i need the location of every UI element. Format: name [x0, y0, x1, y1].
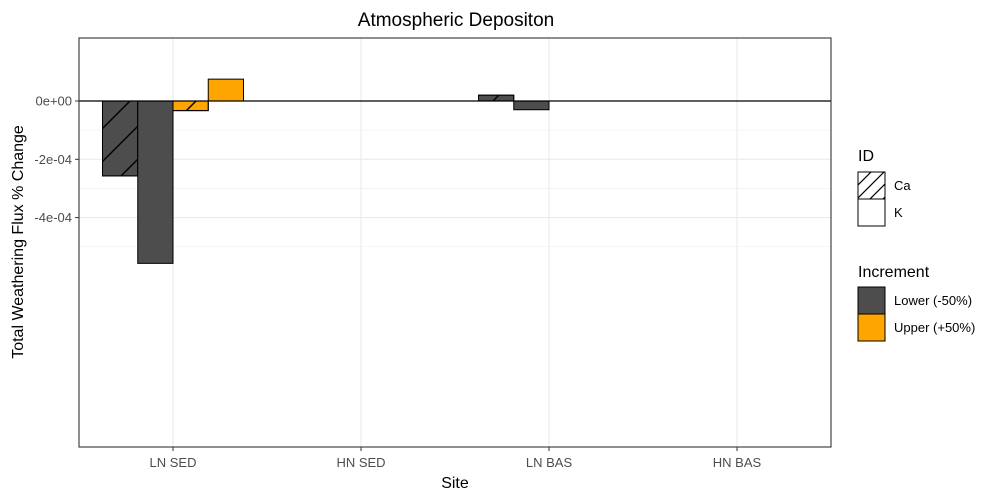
plot-border — [78, 37, 832, 448]
legend-swatch-lower — [857, 286, 886, 315]
x-tick-label: HN SED — [336, 455, 385, 470]
x-tick-label: HN BAS — [713, 455, 762, 470]
x-tick-label: LN BAS — [526, 455, 573, 470]
legend-id-title: ID — [858, 148, 874, 165]
bar-k-lower-ln-bas — [513, 100, 550, 111]
legend-label-upper: Upper (+50%) — [894, 320, 975, 335]
bar-k-upper-ln-sed — [207, 78, 244, 102]
bar-k-lower-ln-sed — [137, 100, 174, 264]
bar-ca-lower-ln-bas-hatch — [478, 94, 515, 102]
y-axis-ticks: 0e+00 -2e-04 -4e-04 — [34, 94, 79, 225]
bar-ca-upper-ln-sed-hatch — [172, 100, 209, 112]
bar-ca-lower-ln-sed-hatch — [102, 100, 139, 177]
x-tick-label: LN SED — [150, 455, 197, 470]
legend: ID Ca K Increment Lower (-50%) Upper (+5… — [857, 148, 975, 342]
y-tick-label: 0e+00 — [35, 94, 72, 109]
plot-panel — [79, 38, 831, 447]
x-axis-title: Site — [441, 475, 469, 492]
legend-swatch-upper — [857, 313, 886, 342]
bars — [102, 78, 550, 264]
legend-increment-title: Increment — [858, 264, 930, 281]
legend-label-lower: Lower (-50%) — [894, 293, 972, 308]
legend-label-ca: Ca — [894, 178, 911, 193]
legend-label-k: K — [894, 205, 903, 220]
legend-swatch-ca — [857, 171, 886, 200]
x-axis-ticks: LN SED HN SED LN BAS HN BAS — [150, 447, 762, 470]
y-axis-title: Total Weathering Flux % Change — [10, 125, 27, 359]
y-tick-label: -2e-04 — [34, 152, 72, 167]
legend-swatch-k — [857, 198, 886, 227]
y-tick-label: -4e-04 — [34, 210, 72, 225]
chart-title: Atmospheric Depositon — [358, 10, 554, 31]
